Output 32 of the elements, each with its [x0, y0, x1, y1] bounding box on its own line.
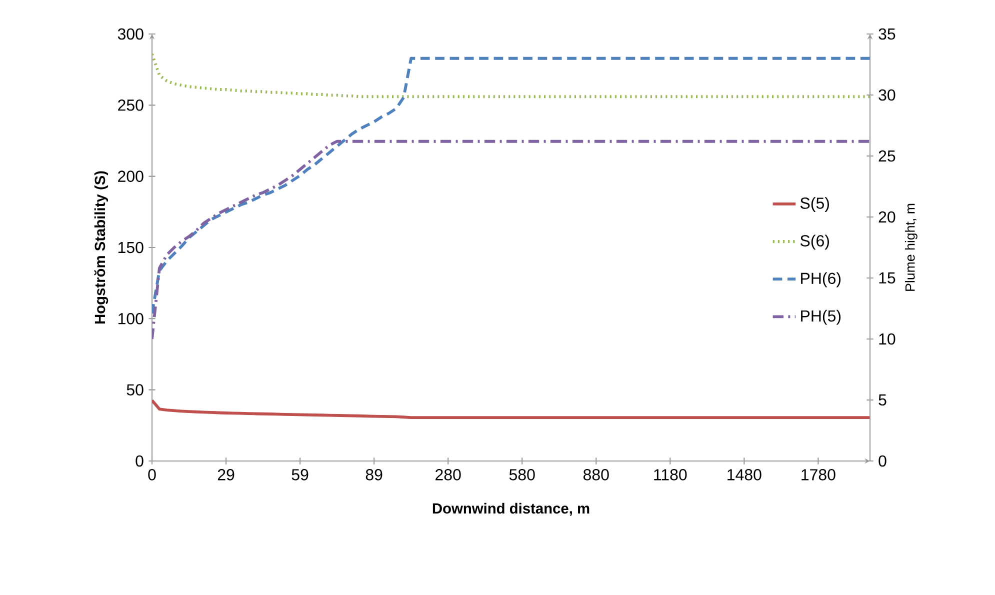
x-tick-label: 89 [366, 469, 382, 480]
y2-tick-label: 30 [878, 89, 896, 101]
y2-tick-label: 0 [878, 455, 886, 467]
y2-axis-title: Plume hight, m [904, 204, 918, 291]
y-tick-label: 200 [118, 170, 144, 182]
x-tick-label: 880 [583, 469, 609, 480]
legend-label: S(5) [800, 197, 829, 212]
y2-tick-label: 25 [878, 150, 896, 162]
legend-label: PH(6) [801, 272, 841, 288]
x-tick-label: 1180 [654, 469, 687, 480]
y-tick-label: 100 [118, 312, 144, 324]
y2-tick-label: 5 [878, 394, 886, 406]
legend-label: S(6) [800, 234, 829, 250]
y-tick-label: 250 [118, 100, 144, 111]
x-tick-label: 1780 [802, 469, 836, 480]
y2-tick-label: 20 [878, 211, 896, 223]
x-axis-title: Downwind distance, m [432, 502, 590, 516]
x-tick-label: 1480 [728, 469, 762, 480]
x-tick-label: 280 [436, 469, 461, 480]
y-tick-label: 50 [126, 384, 144, 396]
x-tick-label: 59 [292, 469, 308, 480]
x-tick-label: 580 [509, 469, 535, 480]
y-tick-label: 0 [136, 455, 144, 467]
y-axis-title: Hogstrŏm Stability (S) [94, 171, 108, 324]
y2-tick-label: 35 [878, 28, 896, 40]
y2-tick-label: 10 [879, 333, 896, 345]
legend-label: PH(5) [801, 310, 841, 325]
x-tick-label: 29 [218, 469, 234, 480]
x-tick-label: 0 [148, 469, 156, 480]
y-tick-label: 150 [118, 242, 144, 254]
y2-tick-label: 15 [879, 272, 896, 284]
y-tick-label: 300 [118, 28, 144, 40]
